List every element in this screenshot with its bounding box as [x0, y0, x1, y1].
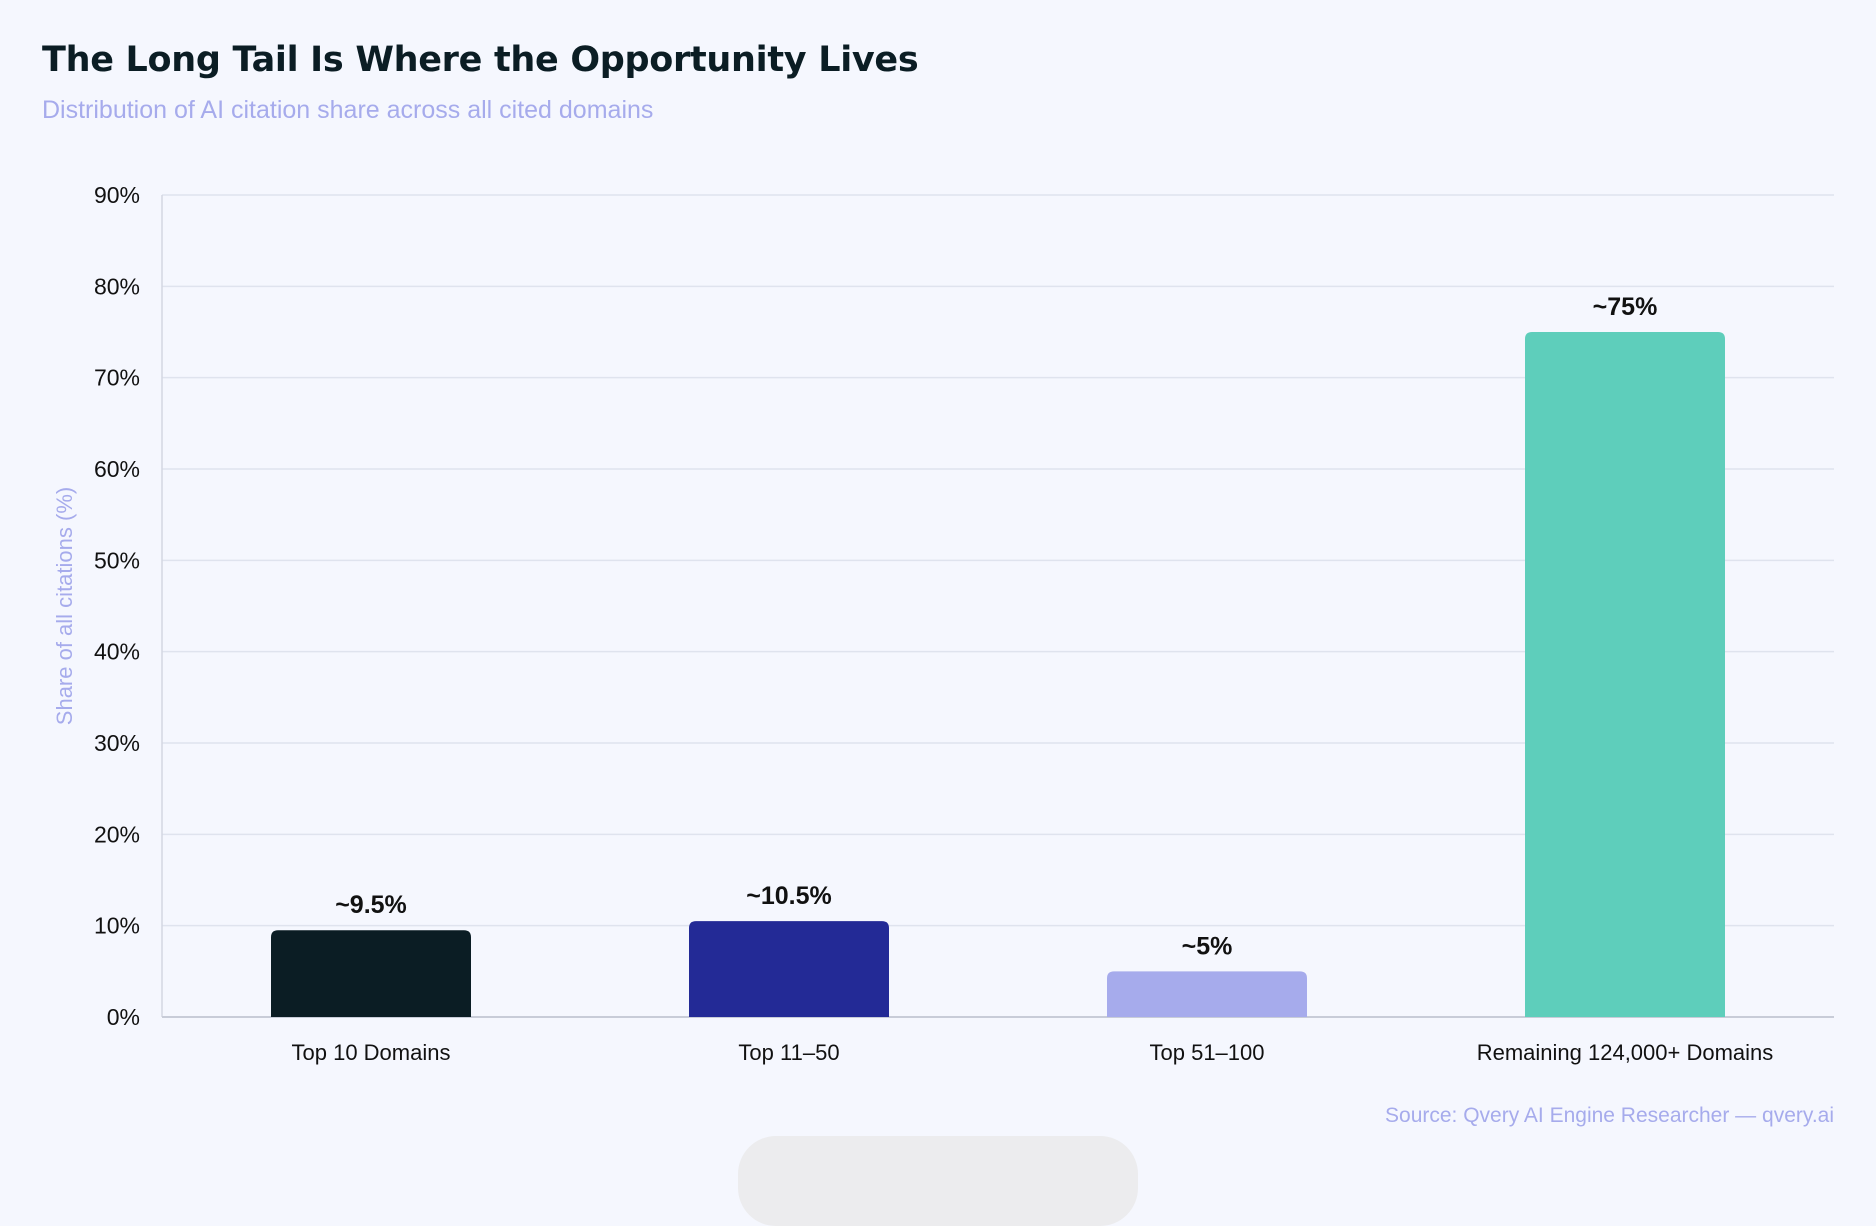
y-axis-title: Share of all citations (%)	[52, 487, 77, 725]
bar	[1525, 332, 1725, 1017]
y-tick-label: 50%	[94, 547, 140, 573]
y-tick-label: 40%	[94, 639, 140, 665]
bottom-overlay-pill	[738, 1136, 1138, 1226]
bar	[689, 921, 889, 1017]
data-label: ~75%	[1593, 293, 1658, 321]
y-tick-label: 70%	[94, 365, 140, 391]
chart-subtitle: Distribution of AI citation share across…	[42, 96, 654, 124]
bar-chart: 0% 10% 20% 30% 40% 50% 60% 70% 80% 90% Share of al…	[52, 182, 1834, 1065]
x-category-label: Top 51–100	[1150, 1040, 1265, 1065]
y-tick-label: 20%	[94, 821, 140, 847]
y-tick-label: 0%	[107, 1004, 140, 1030]
y-tick-label: 30%	[94, 730, 140, 756]
y-tick-label: 10%	[94, 913, 140, 939]
chart-title: The Long Tail Is Where the Opportunity L…	[42, 40, 919, 80]
source-note: Source: Qvery AI Engine Researcher — qve…	[1385, 1104, 1834, 1127]
data-label: ~9.5%	[335, 891, 407, 919]
y-tick-label: 90%	[94, 182, 140, 208]
data-label: ~10.5%	[746, 882, 832, 910]
x-category-label: Top 10 Domains	[292, 1040, 451, 1065]
data-label: ~5%	[1182, 932, 1233, 960]
x-category-label: Top 11–50	[738, 1040, 839, 1065]
bar	[1107, 971, 1307, 1017]
bar	[271, 930, 471, 1017]
x-category-label: Remaining 124,000+ Domains	[1477, 1040, 1774, 1065]
y-tick-label: 60%	[94, 456, 140, 482]
y-tick-label: 80%	[94, 273, 140, 299]
